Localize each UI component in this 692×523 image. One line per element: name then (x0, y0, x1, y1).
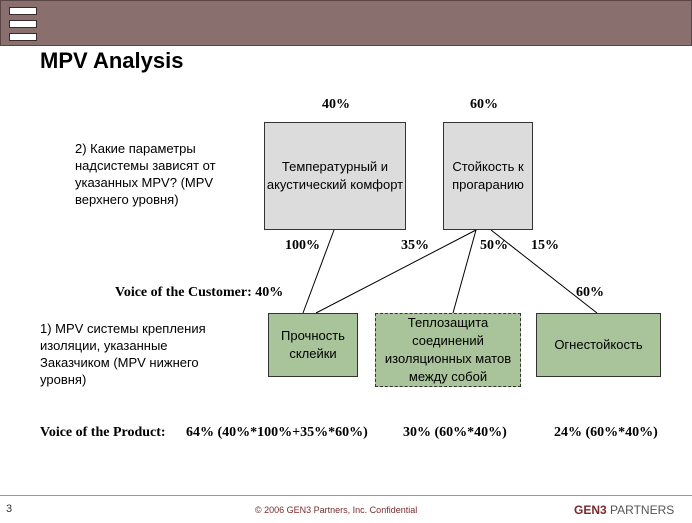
mpv-bottom-box-label: Огнестойкость (554, 337, 643, 352)
menu-icon-line (9, 20, 37, 28)
page-title: MPV Analysis (40, 48, 184, 73)
voice-of-product-value-1: 64% (40%*100%+35%*60%) (186, 425, 368, 440)
mpv-top-box-label: Стойкость к прогаранию (452, 159, 524, 192)
question-top-level: 2) Какие параметры надсистемы зависят от… (75, 141, 216, 207)
mpv-bottom-box-fire: Огнестойкость (536, 313, 661, 377)
link-line-2 (315, 229, 477, 314)
voice-of-product-value-3: 24% (60%*40%) (554, 425, 658, 440)
link-line-3 (452, 229, 477, 314)
mpv-top-box-label: Температурный и акустический комфорт (266, 159, 404, 192)
link-line-4 (490, 229, 598, 314)
page-number: 3 (6, 503, 13, 515)
link-weight-1: 100% (285, 238, 320, 253)
brand-logo: GEN3 PARTNERS (574, 503, 674, 517)
mpv-bottom-box-label: Теплозащита соединений изоляционных мато… (384, 315, 512, 384)
top-weight-2: 60% (470, 97, 498, 112)
footer-copyright: © 2006 GEN3 Partners, Inc. Confidential (255, 505, 418, 515)
mpv-bottom-box-adhesion: Прочность склейки (268, 313, 358, 377)
question-bottom-level: 1) MPV системы крепления изоляции, указа… (40, 321, 206, 387)
mpv-top-box-burnthrough: Стойкость к прогаранию (443, 122, 533, 230)
footer-divider (0, 495, 692, 496)
menu-icon-line (9, 7, 37, 15)
mpv-top-box-comfort: Температурный и акустический комфорт (264, 122, 406, 230)
brand-main: GEN3 (574, 503, 607, 517)
voice-of-customer-right: 60% (576, 285, 604, 300)
link-weight-4: 15% (531, 238, 559, 253)
mpv-bottom-box-label: Прочность склейки (281, 328, 345, 361)
header-bar (0, 0, 692, 46)
top-weight-1: 40% (322, 97, 350, 112)
voice-of-product-label: Voice of the Product: (40, 425, 166, 440)
brand-sub: PARTNERS (610, 503, 675, 517)
menu-icon-line (9, 33, 37, 41)
mpv-bottom-box-thermal: Теплозащита соединений изоляционных мато… (375, 313, 521, 387)
voice-of-customer: Voice of the Customer: 40% (115, 285, 284, 300)
voice-of-product-value-2: 30% (60%*40%) (403, 425, 507, 440)
link-line-1 (302, 229, 335, 314)
link-weight-3: 50% (480, 238, 508, 253)
link-weight-2: 35% (401, 238, 429, 253)
